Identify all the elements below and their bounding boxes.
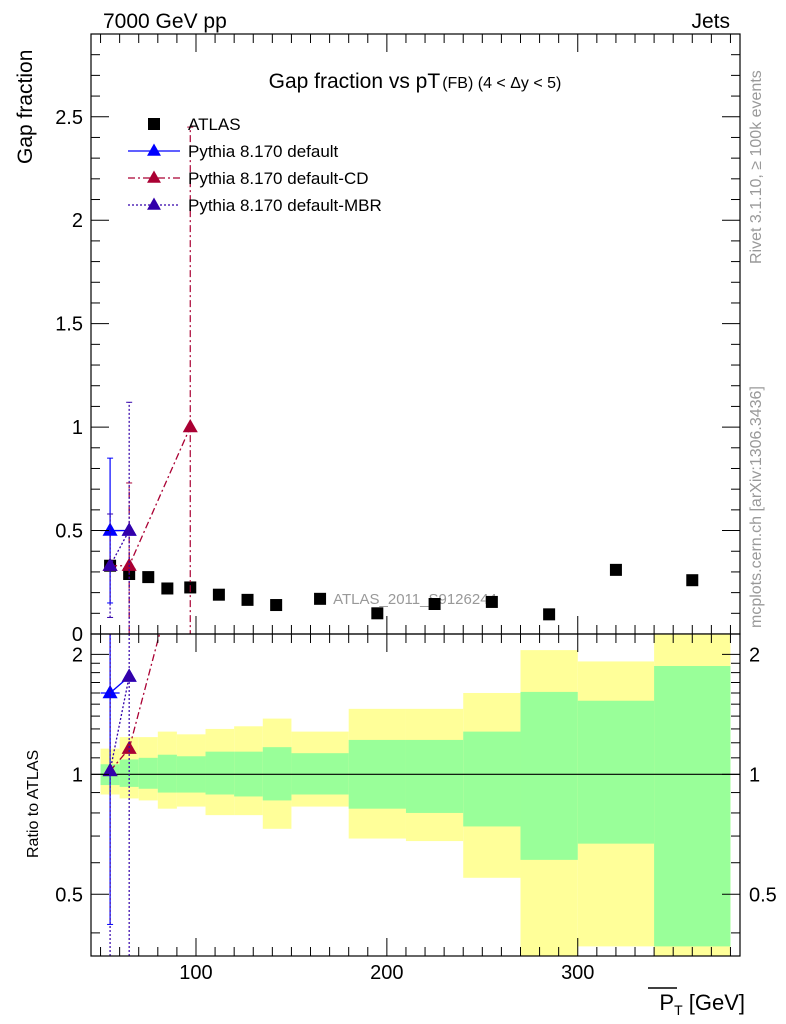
ratio-band-green [157,754,177,793]
legend-item: Pythia 8.170 default-MBR [128,196,382,215]
x-axis-label-unit: [GeV] [683,990,745,1015]
atlas-data-point [241,593,254,606]
ratio-data-point [102,762,118,777]
legend-label: Pythia 8.170 default-MBR [188,196,382,215]
mc-data-point [102,557,118,571]
legend-item: Pythia 8.170 default-CD [128,169,369,188]
ratio-plot-panel: 0.5 0.5 1 1 2 2 100 200 300 Ratio to ATLAS PT [G… [25,633,777,1018]
atlas-data-point [161,582,174,595]
main-title-suffix: (FB) (4 < Δy < 5) [442,75,561,92]
main-y-tick-label: 0 [72,624,83,646]
atlas-data-point [270,599,283,612]
mc-data-point [182,419,198,433]
header-collision-label: 7000 GeV pp [103,10,227,33]
legend-marker-triangle [147,197,161,210]
ratio-y-tick-label-right: 1 [749,764,760,786]
main-y-tick-label: 2 [72,210,83,232]
main-y-tick-label: 1.5 [55,314,83,336]
mc-data-point [121,557,137,571]
x-axis-label-sub: T [674,1002,683,1018]
ratio-series-2 [102,634,137,956]
ratio-y-tick-label: 1 [72,764,83,786]
x-tick-label: 300 [561,962,594,984]
legend-item: ATLAS [148,115,241,134]
header-process-label: Jets [691,10,730,33]
atlas-data-point [428,598,441,610]
mc-series-line [109,530,130,567]
analysis-watermark: ATLAS_2011_S9126244 [333,591,497,608]
x-tick-label: 200 [370,962,403,984]
mcplots-label: mcplots.cern.ch [arXiv:1306.3436] [748,386,765,628]
x-tick-label: 100 [179,962,212,984]
main-title: Gap fraction vs pT (FB) (4 < Δy < 5) [269,70,562,93]
ratio-data-point [121,668,137,682]
atlas-data-point [609,563,622,576]
atlas-data-point [142,571,155,584]
ratio-band-green [463,731,521,827]
main-y-tick-label: 2.5 [55,107,83,129]
ratio-y-tick-label-right: 0.5 [749,884,777,906]
legend-marker-square [148,118,160,130]
main-series-3 [102,401,137,634]
atlas-data-point [314,592,327,605]
rivet-version-label: Rivet 3.1.10, ≥ 100k events [748,70,765,264]
main-title-text: Gap fraction vs pT [269,70,441,93]
legend-label: ATLAS [188,115,241,134]
ratio-band-green [119,759,139,787]
main-series-0 [104,559,699,621]
legend: ATLAS Pythia 8.170 default Pythia 8.170 de… [128,115,382,215]
main-y-tick-label: 1 [72,417,83,439]
ratio-band-green [654,666,731,947]
main-plot-panel: ATLAS_2011_S9126244 0 0.5 1 1.5 2 2.5 Gap fra… [14,33,741,646]
ratio-band-green [205,751,235,795]
atlas-data-point [371,607,384,620]
atlas-data-point [543,608,556,621]
ratio-series-line [109,676,130,772]
legend-marker-triangle [147,170,161,183]
x-axis-label-main: P [659,990,674,1015]
atlas-data-point [686,574,699,587]
ratio-plot-frame [90,633,741,957]
mc-series-line [110,426,191,567]
x-axis-label: PT [GeV] [659,990,745,1018]
ratio-y-tick-label-right: 2 [749,644,760,666]
ratio-y-axis-label: Ratio to ATLAS [25,750,42,858]
ratio-band-green [138,757,158,789]
atlas-data-point [212,588,225,601]
legend-marker-triangle [147,143,161,156]
ratio-y-tick-label: 2 [72,644,83,666]
mc-data-point [121,522,137,536]
main-y-axis-label: Gap fraction [14,50,37,164]
ratio-y-tick-label: 0.5 [55,884,83,906]
main-series-2 [102,126,198,634]
legend-item: Pythia 8.170 default [128,142,339,161]
main-y-tick-label: 0.5 [55,521,83,543]
ratio-series-line [109,634,161,772]
ratio-band-green [520,691,578,860]
ratio-band-green [405,739,464,813]
ratio-band-green [577,700,655,844]
legend-label: Pythia 8.170 default-CD [188,169,369,188]
legend-label: Pythia 8.170 default [188,142,339,161]
atlas-data-point [485,595,498,608]
